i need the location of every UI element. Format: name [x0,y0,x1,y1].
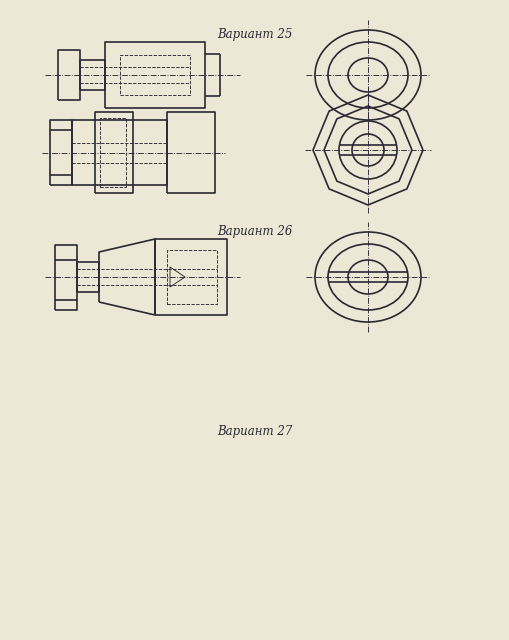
Text: Вариант 26: Вариант 26 [217,225,292,238]
Text: Вариант 25: Вариант 25 [217,28,292,41]
Text: Вариант 27: Вариант 27 [217,425,292,438]
